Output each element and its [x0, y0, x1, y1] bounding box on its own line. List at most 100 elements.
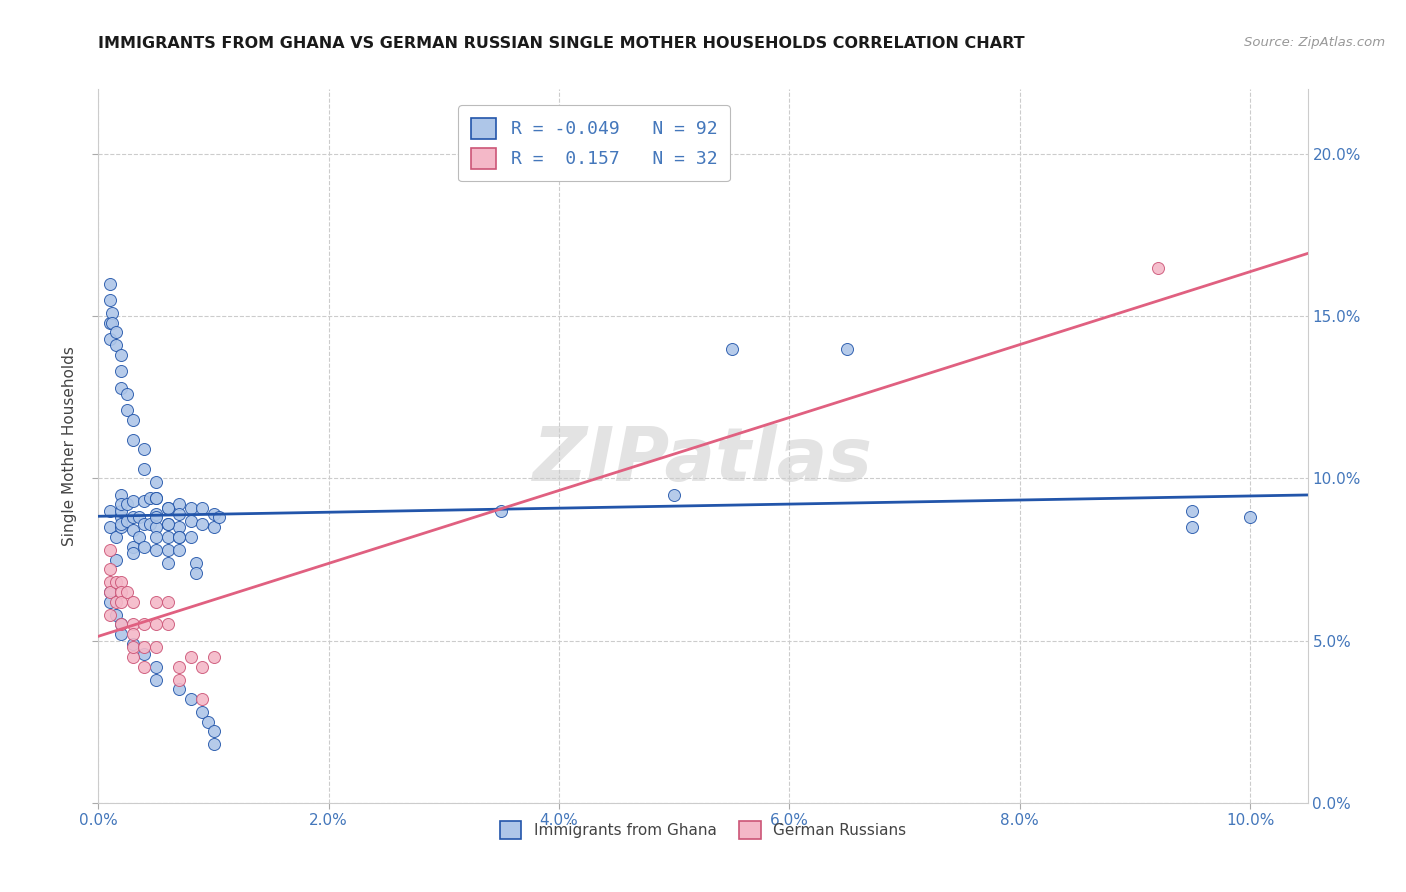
- Point: [720, 342, 742, 356]
- Point: [191, 705, 214, 719]
- Point: [191, 500, 214, 515]
- Point: [202, 649, 225, 664]
- Point: [98, 585, 121, 599]
- Point: [180, 500, 202, 515]
- Point: [202, 520, 225, 534]
- Point: [115, 514, 138, 528]
- Point: [145, 542, 167, 557]
- Point: [110, 575, 132, 590]
- Point: [134, 640, 156, 654]
- Point: [145, 530, 167, 544]
- Point: [1181, 504, 1204, 518]
- Point: [115, 387, 138, 401]
- Point: [145, 595, 167, 609]
- Point: [122, 546, 145, 560]
- Point: [1181, 520, 1204, 534]
- Point: [208, 510, 231, 524]
- Point: [167, 520, 190, 534]
- Point: [156, 595, 179, 609]
- Point: [167, 682, 190, 697]
- Point: [180, 514, 202, 528]
- Point: [98, 520, 121, 534]
- Point: [156, 542, 179, 557]
- Point: [156, 500, 179, 515]
- Point: [115, 403, 138, 417]
- Point: [180, 692, 202, 706]
- Point: [122, 617, 145, 632]
- Point: [122, 413, 145, 427]
- Point: [167, 542, 190, 557]
- Point: [98, 504, 121, 518]
- Point: [98, 542, 121, 557]
- Point: [110, 617, 132, 632]
- Point: [167, 497, 190, 511]
- Point: [110, 510, 132, 524]
- Point: [128, 510, 150, 524]
- Point: [134, 659, 156, 673]
- Point: [104, 575, 127, 590]
- Point: [122, 595, 145, 609]
- Point: [101, 316, 124, 330]
- Point: [122, 649, 145, 664]
- Point: [134, 461, 156, 475]
- Point: [122, 627, 145, 641]
- Text: Source: ZipAtlas.com: Source: ZipAtlas.com: [1244, 36, 1385, 49]
- Point: [98, 585, 121, 599]
- Point: [180, 649, 202, 664]
- Point: [122, 433, 145, 447]
- Text: IMMIGRANTS FROM GHANA VS GERMAN RUSSIAN SINGLE MOTHER HOUSEHOLDS CORRELATION CHA: IMMIGRANTS FROM GHANA VS GERMAN RUSSIAN …: [98, 36, 1025, 51]
- Point: [98, 575, 121, 590]
- Point: [98, 277, 121, 291]
- Point: [98, 595, 121, 609]
- Point: [491, 504, 513, 518]
- Point: [115, 497, 138, 511]
- Point: [98, 607, 121, 622]
- Point: [110, 381, 132, 395]
- Point: [191, 659, 214, 673]
- Point: [122, 494, 145, 508]
- Point: [122, 540, 145, 554]
- Legend: Immigrants from Ghana, German Russians: Immigrants from Ghana, German Russians: [494, 815, 912, 845]
- Point: [145, 520, 167, 534]
- Point: [664, 488, 686, 502]
- Point: [110, 585, 132, 599]
- Point: [145, 507, 167, 521]
- Point: [110, 497, 132, 511]
- Point: [186, 566, 208, 580]
- Point: [145, 475, 167, 489]
- Point: [145, 673, 167, 687]
- Point: [134, 540, 156, 554]
- Point: [1147, 260, 1170, 275]
- Point: [110, 520, 132, 534]
- Point: [98, 332, 121, 346]
- Point: [145, 640, 167, 654]
- Point: [167, 530, 190, 544]
- Y-axis label: Single Mother Households: Single Mother Households: [62, 346, 77, 546]
- Point: [134, 647, 156, 661]
- Point: [835, 342, 858, 356]
- Text: ZIPatlas: ZIPatlas: [533, 424, 873, 497]
- Point: [110, 488, 132, 502]
- Point: [202, 738, 225, 752]
- Point: [145, 617, 167, 632]
- Point: [191, 516, 214, 531]
- Point: [101, 306, 124, 320]
- Point: [145, 659, 167, 673]
- Point: [134, 494, 156, 508]
- Point: [122, 510, 145, 524]
- Point: [104, 607, 127, 622]
- Point: [98, 293, 121, 307]
- Point: [1239, 510, 1261, 524]
- Point: [156, 617, 179, 632]
- Point: [180, 530, 202, 544]
- Point: [202, 507, 225, 521]
- Point: [202, 724, 225, 739]
- Point: [98, 562, 121, 576]
- Point: [122, 640, 145, 654]
- Point: [134, 442, 156, 457]
- Point: [156, 556, 179, 570]
- Point: [110, 617, 132, 632]
- Point: [139, 491, 162, 505]
- Point: [167, 530, 190, 544]
- Point: [122, 524, 145, 538]
